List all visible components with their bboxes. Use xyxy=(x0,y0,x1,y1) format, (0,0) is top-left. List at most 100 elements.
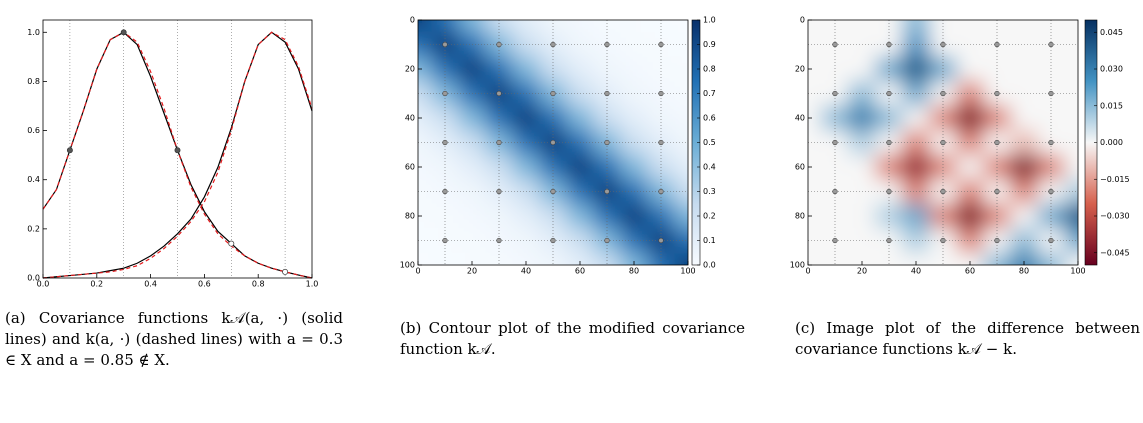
heat-cell xyxy=(821,203,849,229)
data-point xyxy=(66,147,73,154)
heat-cell xyxy=(1064,252,1078,265)
caption: (b) Contour plot of the modified covaria… xyxy=(400,319,745,358)
y-tick-label: 100 xyxy=(400,261,415,270)
x-tick-label: 60 xyxy=(575,267,585,276)
heat-cell xyxy=(593,203,621,229)
heat-cell xyxy=(929,252,957,265)
data-point xyxy=(940,188,946,195)
colorbar-tick-label: 0.6 xyxy=(703,114,716,123)
heat-cell xyxy=(539,252,567,265)
data-point xyxy=(886,139,892,146)
heat-cell xyxy=(418,20,432,33)
heat-cell xyxy=(983,105,1011,131)
data-point xyxy=(658,237,664,244)
heat-cell xyxy=(485,105,513,131)
heat-cell xyxy=(418,32,432,58)
heat-cell xyxy=(902,105,930,131)
heat-cell xyxy=(674,32,688,58)
heat-cell xyxy=(512,203,540,229)
x-tick-label: 0 xyxy=(805,267,810,276)
line-series xyxy=(42,31,313,279)
heat-cell xyxy=(566,203,594,229)
data-point xyxy=(1048,188,1054,195)
heat-cell xyxy=(956,56,984,82)
x-tick-label: 100 xyxy=(680,267,695,276)
y-tick-label: 80 xyxy=(795,212,805,221)
x-tick-label: 100 xyxy=(1070,267,1085,276)
heat-cell xyxy=(674,56,688,82)
heat-cell xyxy=(1010,56,1038,82)
data-point xyxy=(940,90,946,97)
heat-cell xyxy=(821,252,849,265)
heat-cell xyxy=(808,20,822,33)
x-tick-label: 40 xyxy=(911,267,921,276)
heat-cell xyxy=(875,203,903,229)
data-point xyxy=(496,139,502,146)
data-point xyxy=(228,240,235,247)
colorbar-tick-label: 0.0 xyxy=(703,261,716,270)
heat-cell xyxy=(1037,252,1065,265)
x-tick-label: 40 xyxy=(521,267,531,276)
y-tick-label: 0 xyxy=(800,16,805,25)
y-tick-label: 0.2 xyxy=(27,224,40,233)
heat-cell xyxy=(956,20,984,33)
heat-cell xyxy=(674,203,688,229)
heat-cell xyxy=(956,105,984,131)
heat-cell xyxy=(418,130,432,156)
data-point xyxy=(604,188,610,195)
heat-cell xyxy=(458,203,486,229)
heat-cell xyxy=(929,105,957,131)
heat-cell xyxy=(512,154,540,180)
data-point xyxy=(832,139,838,146)
data-point xyxy=(496,90,502,97)
heat-cell xyxy=(902,252,930,265)
data-point xyxy=(442,41,448,48)
x-tick-label: 80 xyxy=(1019,267,1029,276)
colorbar-tick-label: 0.000 xyxy=(1100,138,1123,147)
heat-cell xyxy=(1010,20,1038,33)
data-point xyxy=(604,139,610,146)
data-point xyxy=(282,268,289,275)
data-point xyxy=(496,237,502,244)
heat-cell xyxy=(1010,105,1038,131)
heat-cell xyxy=(821,20,849,33)
data-point xyxy=(1048,237,1054,244)
heat-cell xyxy=(808,203,822,229)
data-point xyxy=(832,188,838,195)
heat-cell xyxy=(1064,179,1078,205)
data-point xyxy=(940,139,946,146)
heat-cell xyxy=(418,154,432,180)
data-point xyxy=(658,41,664,48)
y-tick-label: 100 xyxy=(790,261,805,270)
colorbar-tick-label: 0.3 xyxy=(703,187,716,196)
heat-cell xyxy=(1037,203,1065,229)
heat-cell xyxy=(902,20,930,33)
data-point xyxy=(442,188,448,195)
heat-cell xyxy=(848,56,876,82)
colorbar-tick-label: 0.9 xyxy=(703,40,716,49)
colorbar-tick-label: 1.0 xyxy=(703,16,716,25)
heat-cell xyxy=(674,20,688,33)
heat-cell xyxy=(674,228,688,254)
data-point xyxy=(886,90,892,97)
heat-cell xyxy=(485,20,513,33)
heat-cell xyxy=(1064,32,1078,58)
heat-cell xyxy=(956,154,984,180)
heat-cell xyxy=(674,252,688,265)
data-point xyxy=(550,188,556,195)
heat-cell xyxy=(431,203,459,229)
heat-cell xyxy=(418,56,432,82)
x-tick-label: 0.0 xyxy=(37,280,50,289)
data-point xyxy=(442,237,448,244)
x-tick-label: 0 xyxy=(415,267,420,276)
data-point xyxy=(658,90,664,97)
heat-cell xyxy=(983,252,1011,265)
data-point xyxy=(1048,41,1054,48)
heat-cell xyxy=(902,203,930,229)
heat-cell xyxy=(566,252,594,265)
heat-cell xyxy=(808,81,822,107)
heat-cell xyxy=(566,154,594,180)
heat-cell xyxy=(431,252,459,265)
heat-cell xyxy=(875,105,903,131)
data-point xyxy=(994,90,1000,97)
